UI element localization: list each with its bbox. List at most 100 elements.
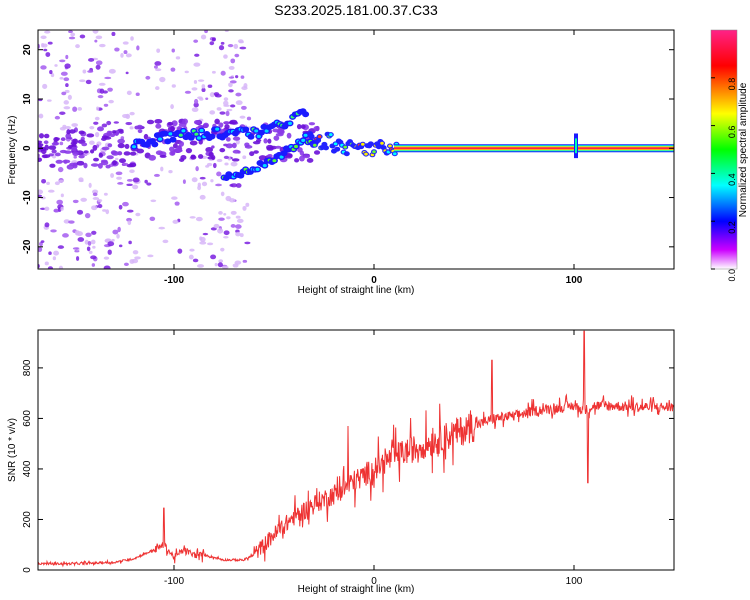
- spectrogram-cell: [226, 216, 231, 220]
- spectrogram-cell: [79, 34, 86, 39]
- spectrogram-cell: [82, 69, 87, 74]
- spectrogram-cell: [308, 133, 315, 139]
- spectrogram-cell: [300, 124, 306, 129]
- spectrogram-cell: [41, 42, 45, 48]
- spectrogram-cell: [103, 265, 111, 269]
- spectrogram-cell: [244, 142, 250, 148]
- spectrogram-cell: [230, 58, 236, 64]
- spectrogram-cell: [90, 255, 97, 260]
- spectrogram-cell: [129, 169, 135, 174]
- spectrogram-cell: [210, 179, 214, 183]
- spectrogram-cell: [218, 211, 223, 215]
- spectrogram-cell: [168, 132, 173, 136]
- spectrogram-cell: [209, 92, 215, 98]
- spectrogram-cell: [162, 239, 169, 244]
- spectrogram-cell: [114, 47, 120, 52]
- spectrogram-cell: [48, 145, 57, 150]
- spectrogram-x-axis-label: Height of straight line (km): [298, 285, 415, 296]
- spectrogram-cell: [209, 110, 216, 115]
- spectrogram-cell: [306, 158, 314, 163]
- spectrogram-cell: [116, 176, 122, 180]
- spectrogram-cell: [169, 146, 175, 152]
- spectrogram-cell: [252, 140, 261, 145]
- spectrogram-cell: [44, 30, 51, 34]
- spectrogram-cell: [188, 254, 194, 260]
- spectrogram-cell: [235, 215, 241, 219]
- spectrogram-cell: [178, 158, 185, 162]
- spectrogram-cell: [98, 43, 106, 48]
- spectrogram-cell: [213, 223, 220, 229]
- spectrogram-cell: [220, 70, 226, 76]
- spectrogram-cell: [105, 164, 111, 169]
- spectrogram-cell: [245, 202, 250, 207]
- spectrogram-cell: [205, 165, 210, 168]
- spectrogram-cell: [128, 240, 132, 245]
- spectrogram-cell: [217, 262, 223, 268]
- spectrogram-cell: [155, 68, 162, 72]
- spectrogram-cell: [116, 233, 120, 239]
- spectrogram-cell: [235, 100, 243, 106]
- spectrogram-cell: [149, 216, 156, 221]
- spectrogram-cell: [123, 262, 129, 266]
- spectrogram-cell: [367, 141, 374, 147]
- spectrogram-cell: [106, 120, 112, 126]
- spectrogram-cell: [47, 266, 54, 269]
- spectrogram-cell: [230, 161, 238, 167]
- spectrogram-x-tick-label: 100: [566, 275, 583, 286]
- spectrogram-cell: [171, 48, 175, 53]
- spectrogram-cell: [225, 110, 230, 117]
- spectrogram-cell: [155, 86, 160, 91]
- spectrogram-cell: [89, 149, 95, 154]
- spectrogram-cell: [239, 115, 246, 119]
- spectrogram-cell: [170, 125, 175, 132]
- spectrogram-cell: [126, 178, 133, 182]
- spectrogram-cell: [44, 222, 50, 228]
- spectrogram-cell: [131, 258, 139, 264]
- spectrogram-cell: [115, 157, 119, 161]
- spectrogram-cell: [177, 248, 183, 254]
- spectrogram-cell: [122, 162, 128, 166]
- spectrogram-cell: [48, 251, 52, 256]
- spectrogram-cell: [44, 206, 50, 211]
- figure-title: S233.2025.181.00.37.C33: [274, 2, 438, 18]
- spectrogram-cell: [191, 107, 199, 113]
- colorbar-label: Normalized spectral amplitude: [738, 82, 749, 217]
- spectrogram-cell: [115, 171, 123, 176]
- spectrogram-cell: [123, 50, 128, 55]
- spectrogram-cell: [296, 123, 302, 130]
- spectrogram-cell: [256, 134, 261, 138]
- spectrogram-cell: [113, 121, 119, 124]
- spectrogram-cell: [74, 230, 80, 236]
- spectrogram-cell: [214, 118, 220, 125]
- spectrogram-cell: [55, 159, 63, 164]
- spectrogram-cell: [220, 247, 225, 252]
- spectrogram-cell: [153, 65, 158, 69]
- spectrogram-cell: [92, 189, 99, 195]
- spectrogram-cell: [170, 67, 176, 72]
- spectrogram-cell: [101, 123, 108, 128]
- spectrogram-cell: [235, 231, 241, 237]
- spectrogram-cell: [118, 204, 123, 210]
- spectrogram-cell: [88, 58, 95, 62]
- spectrogram-cell: [197, 264, 204, 268]
- spectrogram-cell: [94, 132, 100, 138]
- spectrogram-cell: [129, 151, 137, 156]
- spectrogram-cell: [109, 133, 116, 138]
- spectrogram-cell: [267, 138, 272, 144]
- spectrogram-cell: [279, 155, 284, 159]
- spectrogram-cell: [120, 53, 124, 58]
- spectrogram-cell: [229, 184, 234, 187]
- spectrogram-cell: [220, 41, 225, 45]
- spectrogram-cell: [364, 152, 368, 156]
- spectrogram-cell: [286, 132, 292, 139]
- spectrogram-cell: [197, 185, 202, 191]
- spectrogram-cell: [209, 41, 215, 46]
- spectrogram-cell: [60, 193, 64, 198]
- spectrogram-cell: [228, 89, 234, 93]
- spectrogram-cell: [59, 111, 66, 115]
- spectrogram-cell: [91, 205, 98, 211]
- spectrogram-cell: [79, 79, 86, 83]
- spectrogram-cell: [47, 189, 55, 193]
- spectrogram-cell: [150, 199, 157, 203]
- spectrogram-cell: [174, 201, 180, 206]
